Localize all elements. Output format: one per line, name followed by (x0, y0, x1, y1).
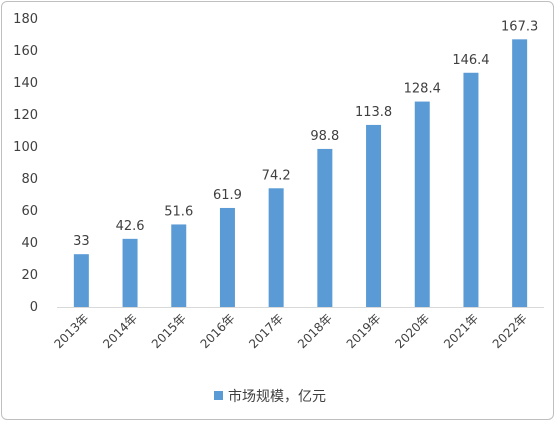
x-tick-label: 2016年 (198, 311, 238, 351)
data-label: 128.4 (404, 82, 441, 97)
y-tick-label: 0 (30, 300, 38, 315)
legend-label: 市场规模，亿元 (228, 388, 326, 405)
x-axis-labels: 2013年 2014年 2015年 2016年 2017年 2018年 2019年 2020年… (51, 311, 529, 351)
data-label: 146.4 (452, 53, 489, 68)
data-label: 98.8 (310, 129, 339, 144)
data-label: 51.6 (164, 204, 193, 219)
bar (317, 148, 333, 307)
x-tick-label: 2019年 (344, 311, 384, 351)
y-tick-label: 100 (13, 140, 38, 155)
x-tick-label: 2020年 (392, 311, 432, 351)
y-tick-label: 60 (21, 204, 38, 219)
y-axis-ticks: 0 20 40 60 80 100 120 140 160 180 (13, 12, 38, 315)
bar (171, 224, 187, 307)
x-tick-label: 2014年 (100, 311, 140, 351)
data-label: 167.3 (501, 19, 538, 34)
x-tick-label: 2022年 (490, 311, 530, 351)
bar (219, 207, 235, 307)
data-labels: 33 42.6 51.6 61.9 74.2 98.8 113.8 128.4 146.4 167… (73, 19, 538, 249)
bar (268, 188, 284, 307)
bar (512, 39, 528, 307)
x-tick-label: 2013年 (51, 311, 91, 351)
x-tick-label: 2018年 (295, 311, 335, 351)
bar (73, 254, 89, 307)
data-label: 74.2 (262, 168, 291, 183)
y-tick-label: 140 (13, 76, 38, 91)
x-tick-label: 2021年 (441, 311, 481, 351)
data-label: 42.6 (116, 219, 145, 234)
y-tick-label: 40 (21, 236, 38, 251)
data-label: 61.9 (213, 188, 242, 203)
bar (463, 72, 479, 307)
data-label: 33 (73, 234, 90, 249)
y-tick-label: 20 (21, 268, 38, 283)
x-tick-label: 2017年 (246, 311, 286, 351)
x-tick-label: 2015年 (149, 311, 189, 351)
bar (122, 238, 138, 307)
bar (414, 101, 430, 307)
y-tick-label: 120 (13, 108, 38, 123)
y-tick-label: 160 (13, 44, 38, 59)
y-tick-label: 80 (21, 172, 38, 187)
y-tick-label: 180 (13, 12, 38, 27)
legend-swatch (214, 391, 223, 400)
bar (366, 124, 382, 307)
legend: 市场规模，亿元 (214, 388, 326, 405)
bars (73, 39, 528, 307)
data-label: 113.8 (355, 105, 392, 120)
